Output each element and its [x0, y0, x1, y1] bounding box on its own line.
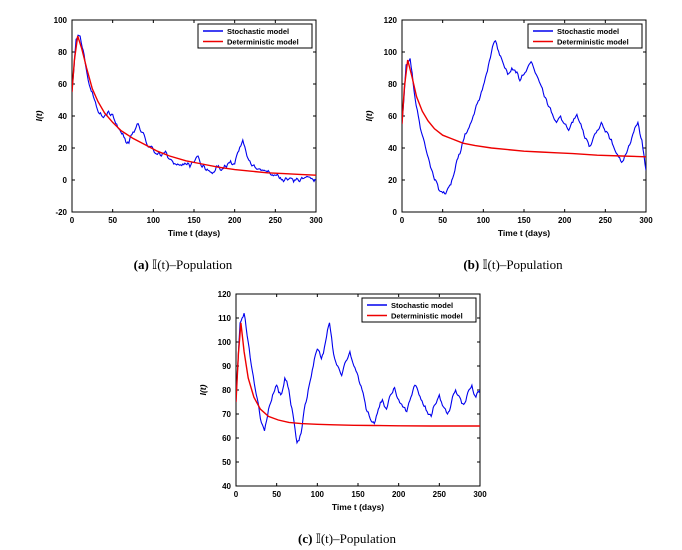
svg-text:-20: -20 [55, 208, 67, 217]
svg-text:Deterministic model: Deterministic model [557, 37, 629, 46]
svg-text:200: 200 [392, 490, 406, 499]
svg-text:40: 40 [222, 482, 231, 491]
chart-b-plot: 0 50 100 150 200 250 300 0 20 40 60 80 100 120 Time t … [364, 16, 653, 238]
svg-text:50: 50 [222, 458, 231, 467]
svg-text:20: 20 [388, 176, 397, 185]
svg-text:120: 120 [218, 290, 232, 299]
chart-panel-a: 0 50 100 150 200 250 300 -20 0 20 40 60 80 100 Time t … [28, 8, 338, 273]
svg-text:150: 150 [351, 490, 365, 499]
svg-text:250: 250 [433, 490, 447, 499]
chart-c-plot: 0 50 100 150 200 250 300 40 50 60 70 80 90 100 110 120 T… [198, 290, 487, 512]
svg-text:100: 100 [477, 216, 491, 225]
chart-c-caption-text: 𝕀(t)–Population [315, 531, 396, 546]
svg-text:300: 300 [639, 216, 653, 225]
svg-text:250: 250 [269, 216, 283, 225]
svg-text:150: 150 [187, 216, 201, 225]
svg-text:80: 80 [222, 386, 231, 395]
svg-text:60: 60 [388, 112, 397, 121]
svg-text:250: 250 [599, 216, 613, 225]
svg-text:I(t): I(t) [364, 110, 374, 121]
svg-text:80: 80 [388, 80, 397, 89]
svg-text:110: 110 [218, 314, 231, 323]
svg-text:0: 0 [70, 216, 75, 225]
svg-text:20: 20 [58, 144, 67, 153]
svg-text:200: 200 [228, 216, 242, 225]
svg-text:60: 60 [58, 80, 67, 89]
svg-text:300: 300 [473, 490, 487, 499]
svg-text:300: 300 [309, 216, 323, 225]
chart-b-caption: (b) 𝕀(t)–Population [358, 257, 668, 273]
chart-a-caption-label: (a) [133, 257, 149, 272]
svg-text:Stochastic model: Stochastic model [227, 27, 289, 36]
chart-panel-c: 0 50 100 150 200 250 300 40 50 60 70 80 90 100 110 120 T… [192, 282, 502, 547]
chart-a-caption-text: 𝕀(t)–Population [152, 257, 233, 272]
svg-text:150: 150 [517, 216, 531, 225]
svg-text:Deterministic model: Deterministic model [227, 37, 299, 46]
svg-text:70: 70 [222, 410, 231, 419]
svg-text:0: 0 [400, 216, 405, 225]
svg-text:40: 40 [388, 144, 397, 153]
svg-text:100: 100 [311, 490, 325, 499]
svg-text:Time t (days): Time t (days) [168, 228, 220, 238]
svg-text:0: 0 [63, 176, 68, 185]
svg-text:Stochastic model: Stochastic model [557, 27, 619, 36]
svg-text:90: 90 [222, 362, 231, 371]
svg-text:120: 120 [384, 16, 398, 25]
svg-text:Time t (days): Time t (days) [332, 502, 384, 512]
chart-c-caption: (c) 𝕀(t)–Population [192, 531, 502, 547]
svg-text:50: 50 [272, 490, 281, 499]
svg-text:Deterministic model: Deterministic model [391, 311, 463, 320]
svg-text:50: 50 [438, 216, 447, 225]
svg-text:0: 0 [393, 208, 398, 217]
svg-text:100: 100 [54, 16, 68, 25]
svg-text:100: 100 [384, 48, 398, 57]
svg-text:I(t): I(t) [34, 110, 44, 121]
svg-text:I(t): I(t) [198, 384, 208, 395]
svg-text:100: 100 [218, 338, 232, 347]
svg-text:80: 80 [58, 48, 67, 57]
svg-text:200: 200 [558, 216, 572, 225]
svg-text:Time t (days): Time t (days) [498, 228, 550, 238]
chart-panel-b: 0 50 100 150 200 250 300 0 20 40 60 80 100 120 Time t … [358, 8, 668, 273]
chart-b-caption-text: 𝕀(t)–Population [482, 257, 563, 272]
svg-text:Stochastic model: Stochastic model [391, 301, 453, 310]
chart-b-caption-label: (b) [463, 257, 480, 272]
svg-text:50: 50 [108, 216, 117, 225]
svg-text:100: 100 [147, 216, 161, 225]
svg-text:0: 0 [234, 490, 239, 499]
chart-c-caption-label: (c) [298, 531, 313, 546]
chart-a-caption: (a) 𝕀(t)–Population [28, 257, 338, 273]
svg-text:40: 40 [58, 112, 67, 121]
svg-text:60: 60 [222, 434, 231, 443]
